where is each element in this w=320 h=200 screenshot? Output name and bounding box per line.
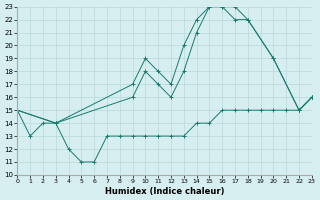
- X-axis label: Humidex (Indice chaleur): Humidex (Indice chaleur): [105, 187, 224, 196]
